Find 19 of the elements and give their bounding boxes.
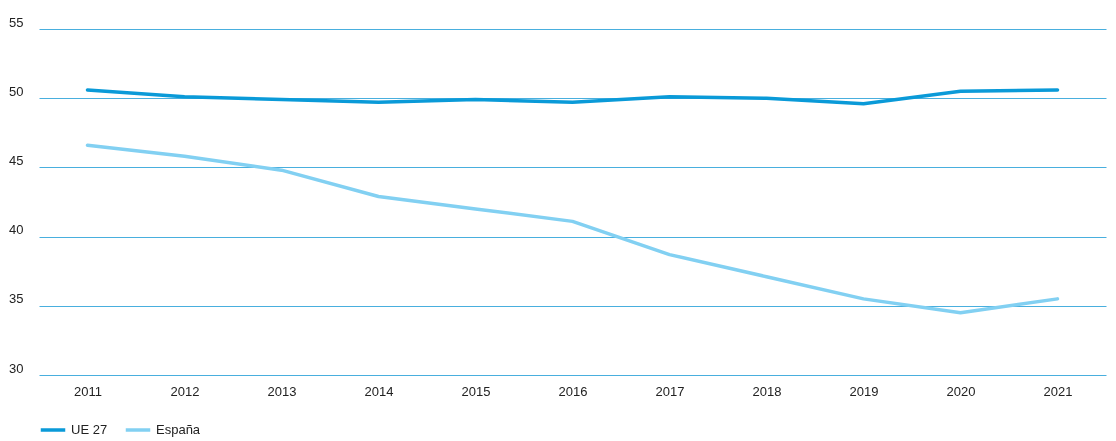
y-tick-label: 30 bbox=[9, 360, 24, 376]
legend-label: UE 27 bbox=[71, 422, 108, 437]
x-tick-label: 2017 bbox=[655, 383, 685, 399]
x-tick-label: 2020 bbox=[946, 383, 976, 399]
y-tick-label: 45 bbox=[9, 152, 24, 168]
x-tick-label: 2014 bbox=[364, 383, 394, 399]
y-tick-label: 40 bbox=[9, 222, 24, 238]
y-tick-label: 50 bbox=[9, 83, 24, 99]
x-tick-label: 2021 bbox=[1043, 383, 1073, 399]
x-tick-label: 2018 bbox=[752, 383, 782, 399]
legend-label: España bbox=[156, 422, 201, 437]
x-tick-label: 2015 bbox=[461, 383, 491, 399]
x-tick-label: 2019 bbox=[849, 383, 879, 399]
x-tick-label: 2012 bbox=[170, 383, 200, 399]
x-tick-label: 2013 bbox=[267, 383, 297, 399]
y-tick-label: 55 bbox=[9, 14, 24, 30]
y-tick-label: 35 bbox=[9, 291, 24, 307]
x-tick-label: 2016 bbox=[558, 383, 588, 399]
x-tick-label: 2011 bbox=[74, 383, 102, 399]
